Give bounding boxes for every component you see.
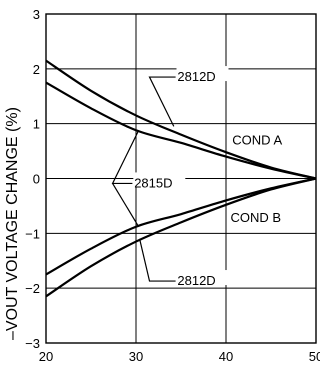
- series-2812d-cond-b: [45, 177, 317, 298]
- label-mid-2815d: 2815D: [134, 175, 172, 190]
- label-top-2812d: 2812D: [177, 69, 215, 84]
- annotations: 2812D COND A 2815D COND B 2812D: [111, 66, 292, 288]
- x-tick-label: 50: [309, 349, 320, 364]
- label-bottom-2812d: 2812D: [177, 273, 215, 288]
- label-bg-cond-a: [231, 129, 292, 145]
- label-bg-top-2812d: [176, 66, 229, 82]
- series-2815d-cond-a: [45, 81, 317, 180]
- label-cond-a: COND A: [232, 133, 282, 148]
- y-tick-label: −2: [25, 281, 40, 296]
- label-cond-b: COND B: [231, 210, 282, 225]
- label-bg-cond-b: [229, 206, 290, 222]
- y-tick-label: 1: [33, 117, 40, 132]
- label-bg-mid-2815d: [133, 172, 186, 188]
- x-tick-label: 30: [129, 349, 143, 364]
- y-tick-label: 0: [33, 172, 40, 187]
- x-tick-label: 40: [219, 349, 233, 364]
- leader-mid-2815d-lower: [112, 183, 140, 228]
- tick-labels: 20 30 40 50 3 2 1 0 −1 −2 −3: [25, 7, 320, 364]
- y-tick-label: −3: [25, 336, 40, 351]
- y-tick-label: 3: [33, 7, 40, 22]
- leader-top-2812d: [148, 76, 176, 127]
- x-tick-label: 20: [39, 349, 53, 364]
- label-bg-bottom-2812d: [176, 270, 229, 286]
- y-tick-label: −1: [25, 226, 40, 241]
- series-lines: [45, 59, 317, 298]
- leader-bottom-2812d: [139, 238, 176, 282]
- y-axis-label: –VOUT VOLTAGE CHANGE (%): [4, 107, 21, 340]
- series-2815d-cond-b: [45, 177, 317, 276]
- y-tick-label: 2: [33, 62, 40, 77]
